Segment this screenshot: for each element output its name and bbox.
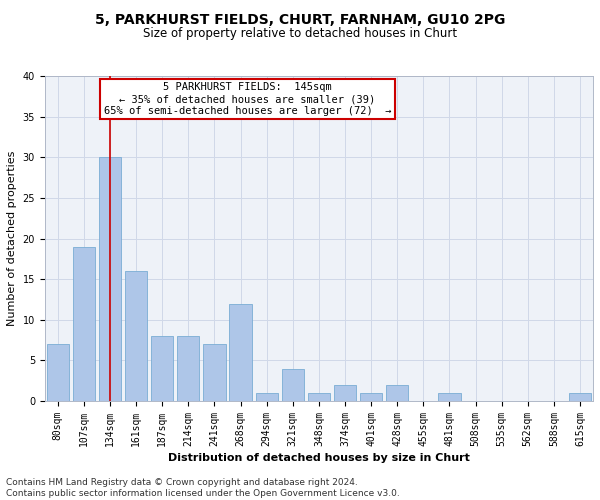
Bar [151,336,173,401]
Bar [281,368,304,401]
Y-axis label: Number of detached properties: Number of detached properties [7,151,17,326]
Text: Size of property relative to detached houses in Churt: Size of property relative to detached ho… [143,28,457,40]
X-axis label: Distribution of detached houses by size in Churt: Distribution of detached houses by size … [168,453,470,463]
Bar [360,393,382,401]
Bar [256,393,278,401]
Bar [73,246,95,401]
Bar [47,344,69,401]
Bar [439,393,461,401]
Bar [569,393,591,401]
Bar [125,271,147,401]
Bar [386,385,409,401]
Bar [308,393,330,401]
Text: Contains HM Land Registry data © Crown copyright and database right 2024.
Contai: Contains HM Land Registry data © Crown c… [6,478,400,498]
Text: 5 PARKHURST FIELDS:  145sqm
← 35% of detached houses are smaller (39)
65% of sem: 5 PARKHURST FIELDS: 145sqm ← 35% of deta… [104,82,391,116]
Bar [334,385,356,401]
Text: 5, PARKHURST FIELDS, CHURT, FARNHAM, GU10 2PG: 5, PARKHURST FIELDS, CHURT, FARNHAM, GU1… [95,12,505,26]
Bar [99,157,121,401]
Bar [177,336,199,401]
Bar [229,304,251,401]
Bar [203,344,226,401]
